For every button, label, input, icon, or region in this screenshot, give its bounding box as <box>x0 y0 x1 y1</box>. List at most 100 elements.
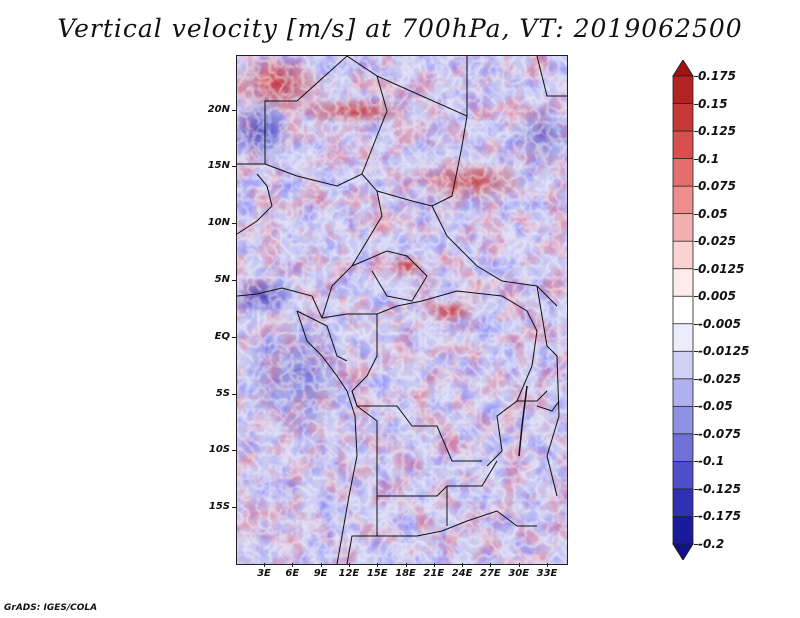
contour-lines <box>237 56 567 564</box>
border-car <box>351 250 428 302</box>
lat-label: 15N <box>207 160 230 171</box>
lat-label: 20N <box>207 104 230 115</box>
colorbar-label: 0.175 <box>698 69 736 83</box>
colorbar-segment <box>672 405 694 435</box>
colorbar-segment <box>672 461 694 490</box>
border-cameroon-congo <box>321 305 398 319</box>
colorbar-segment <box>672 433 694 463</box>
lat-tick <box>232 166 236 167</box>
border-gabon <box>296 310 348 362</box>
border-rwanda <box>517 390 548 402</box>
colorbar-segment <box>672 158 694 187</box>
border-niger-south <box>264 163 378 192</box>
lon-tick <box>405 563 407 567</box>
colorbar-label: -0.2 <box>698 537 725 551</box>
lon-label: 12E <box>338 568 360 579</box>
border-zambia-south <box>377 510 537 537</box>
colorbar-segment <box>672 213 694 242</box>
colorbar-tick <box>694 461 698 463</box>
lon-label: 30E <box>508 568 530 579</box>
coast-gulf-of-guinea <box>237 287 323 319</box>
colorbar-label: -0.175 <box>698 509 741 524</box>
colorbar-label: -0.1 <box>698 454 725 469</box>
colorbar-segment <box>672 75 694 105</box>
colorbar-tick <box>694 323 698 325</box>
colorbar-label: 0.005 <box>698 289 736 304</box>
lat-tick <box>232 110 236 111</box>
colorbar-segment <box>672 516 694 545</box>
map-title: Vertical velocity [m/s] at 700hPa, VT: 2… <box>57 14 743 43</box>
colorbar-tick <box>694 131 698 133</box>
colorbar-segment <box>672 240 694 270</box>
lon-label: 33E <box>536 568 558 579</box>
lake-tanganyika <box>518 385 528 457</box>
colorbar-label: -0.075 <box>698 426 741 441</box>
lon-label: 27E <box>480 568 501 579</box>
lat-label: 5N <box>214 274 230 285</box>
colorbar-label: -0.05 <box>698 399 733 414</box>
lat-tick <box>232 450 236 451</box>
colorbar-segment <box>672 295 694 325</box>
lon-tick <box>462 563 464 567</box>
lon-label: 9E <box>313 568 328 579</box>
lat-tick <box>232 223 236 224</box>
colorbar-lower-arrow <box>672 543 694 560</box>
lon-tick <box>547 563 548 567</box>
colorbar-tick <box>694 351 698 353</box>
lon-tick <box>433 563 435 567</box>
lon-label: 3E <box>257 568 271 579</box>
colorbar-upper-arrow <box>672 60 694 77</box>
border-egypt-sudan <box>536 56 543 77</box>
lon-label: 24E <box>451 568 473 579</box>
colorbar-segment <box>672 130 694 160</box>
colorbar-tick <box>694 186 698 188</box>
colorbar-tick <box>694 268 698 270</box>
lat-tick <box>232 337 236 338</box>
lat-label: 10S <box>208 444 230 455</box>
border-red-sea <box>541 75 567 97</box>
colorbar-segment <box>672 268 694 297</box>
border-niger-west <box>237 56 348 165</box>
colorbar-segment <box>672 185 694 215</box>
border-chad-car <box>376 190 433 207</box>
border-chad-sudan <box>376 75 468 207</box>
colorbar-label: -0.125 <box>698 481 741 496</box>
border-east-africa <box>536 285 560 497</box>
lat-tick <box>232 507 236 508</box>
colorbar-segment <box>672 323 694 352</box>
colorbar-label: 0.025 <box>698 234 736 249</box>
lon-tick <box>292 563 294 567</box>
border-libya-niger <box>346 56 388 175</box>
colorbar-tick <box>694 378 698 380</box>
lon-tick <box>320 563 322 567</box>
colorbar-tick <box>694 213 698 215</box>
colorbar-tick <box>694 433 698 435</box>
colorbar <box>672 60 694 560</box>
border-nigeria <box>237 173 273 235</box>
lat-tick <box>232 280 236 281</box>
colorbar-tick <box>694 406 698 408</box>
coast-atlantic <box>296 310 358 564</box>
colorbar-label: 0.15 <box>698 96 728 111</box>
border-chad-cameroon <box>321 190 383 319</box>
colorbar-label: 0.125 <box>698 124 736 139</box>
colorbar-label: -0.0125 <box>698 344 750 359</box>
colorbar-label: 0.075 <box>698 179 736 194</box>
lon-label: 15E <box>366 568 388 579</box>
colorbar-label: -0.025 <box>698 371 741 386</box>
colorbar-segment <box>672 103 694 132</box>
colorbar-tick <box>694 296 698 298</box>
border-drc-east <box>486 365 533 467</box>
colorbar-segment <box>672 350 694 380</box>
border-car-south-sudan <box>431 205 558 307</box>
map-panel <box>236 55 568 565</box>
lon-label: 18E <box>395 568 416 579</box>
velocity-field-map <box>237 56 567 564</box>
lon-tick <box>377 563 379 567</box>
colorbar-tick <box>694 516 698 518</box>
colorbar-tick <box>694 158 698 160</box>
colorbar-tick <box>694 241 698 243</box>
lon-label: 6E <box>285 568 300 579</box>
colorbar-tick <box>694 544 698 545</box>
lat-label: 15S <box>208 501 230 512</box>
